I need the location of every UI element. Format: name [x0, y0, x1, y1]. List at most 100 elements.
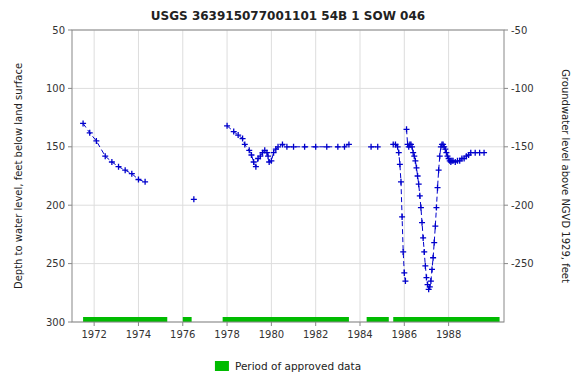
plot-frame	[72, 30, 504, 322]
data-point	[421, 249, 427, 255]
data-line	[83, 123, 484, 289]
approved-period	[367, 317, 389, 322]
data-point	[122, 167, 128, 173]
x-tick-label: 1980	[259, 329, 284, 340]
data-point	[481, 150, 487, 156]
data-point	[396, 150, 402, 156]
x-grid-line	[182, 30, 183, 322]
y-tick	[68, 263, 72, 264]
data-point	[80, 120, 86, 126]
data-point	[235, 132, 241, 138]
y2-tick-label: -50	[511, 25, 527, 36]
data-point	[398, 179, 404, 185]
approved-period	[223, 317, 349, 322]
data-point	[242, 141, 248, 147]
data-point	[422, 263, 428, 269]
data-point	[413, 165, 419, 171]
legend-swatch	[215, 361, 229, 371]
x-tick	[138, 322, 139, 326]
data-point	[443, 150, 449, 156]
data-point	[431, 240, 437, 246]
y-axis: 50100150200250300	[46, 25, 72, 328]
data-point	[265, 153, 271, 159]
x-tick	[360, 322, 361, 326]
legend: Period of approved data	[215, 360, 361, 372]
y2-axis: -50 -100 -150 -200 -250	[504, 25, 534, 270]
data-point	[410, 150, 416, 156]
x-grid-line	[94, 30, 95, 322]
data-point	[191, 196, 197, 202]
data-point	[442, 146, 448, 152]
data-point	[419, 220, 425, 226]
data-point	[401, 270, 407, 276]
y-grid-line	[72, 88, 504, 89]
x-tick	[94, 322, 95, 326]
legend-label: Period of approved data	[235, 360, 361, 372]
data-point	[437, 153, 443, 159]
y2-tick	[504, 30, 508, 31]
y2-tick-label: -200	[511, 200, 534, 211]
x-grid-line	[360, 30, 361, 322]
data-point	[432, 223, 438, 229]
x-tick	[182, 322, 183, 326]
data-point	[135, 177, 141, 183]
chart: 1972197419761978198019821984198619885010…	[0, 0, 576, 384]
y-tick-label: 50	[52, 25, 65, 36]
approved-period	[183, 317, 192, 322]
y2-tick	[504, 205, 508, 206]
y2-axis-label: Groundwater level above NGVD 1929, feet	[560, 69, 571, 283]
data-point	[248, 152, 254, 158]
data-point	[240, 136, 246, 142]
data-point	[427, 284, 433, 290]
x-grid-line	[138, 30, 139, 322]
data-point	[324, 144, 330, 150]
data-point	[400, 249, 406, 255]
y2-tick	[504, 263, 508, 264]
data-point	[93, 138, 99, 144]
y2-tick-label: -100	[511, 83, 534, 94]
data-point	[253, 164, 259, 170]
y-tick	[68, 30, 72, 31]
data-point	[435, 185, 441, 191]
data-point	[268, 158, 274, 164]
x-tick-label: 1972	[81, 329, 106, 340]
title: USGS 363915077001101 54B 1 SOW 046	[151, 9, 425, 23]
data-point	[87, 130, 93, 136]
x-tick	[404, 322, 405, 326]
grid	[72, 30, 504, 322]
y2-tick-label: -250	[511, 258, 534, 269]
x-axis: 197219741976197819801982198419861988	[81, 322, 461, 340]
x-tick-label: 1982	[303, 329, 328, 340]
data-point	[412, 158, 418, 164]
data-point	[284, 144, 290, 150]
data-point	[313, 144, 319, 150]
data-point	[429, 266, 435, 272]
data-point	[416, 181, 422, 187]
data-point	[142, 179, 148, 185]
y-grid-line	[72, 205, 504, 206]
data-point	[399, 214, 405, 220]
data-point	[224, 123, 230, 129]
data-point	[129, 171, 135, 177]
data-point	[397, 161, 403, 167]
x-tick-label: 1988	[436, 329, 461, 340]
data-point	[402, 278, 408, 284]
y-tick	[68, 146, 72, 147]
data-point	[433, 205, 439, 211]
data-point	[415, 173, 421, 179]
y-tick-label: 200	[46, 200, 65, 211]
x-tick-label: 1978	[214, 329, 239, 340]
data-point	[302, 144, 308, 150]
x-tick-label: 1984	[347, 329, 372, 340]
y-tick-label: 100	[46, 83, 65, 94]
data-point	[395, 144, 401, 150]
y-grid-line	[72, 263, 504, 264]
data-point	[231, 129, 237, 135]
x-tick-label: 1974	[126, 329, 151, 340]
data-point	[109, 159, 115, 165]
y2-tick-label: -150	[511, 141, 534, 152]
plot-area	[80, 120, 499, 322]
x-grid-line	[315, 30, 316, 322]
data-point	[346, 141, 352, 147]
data-point	[423, 275, 429, 281]
